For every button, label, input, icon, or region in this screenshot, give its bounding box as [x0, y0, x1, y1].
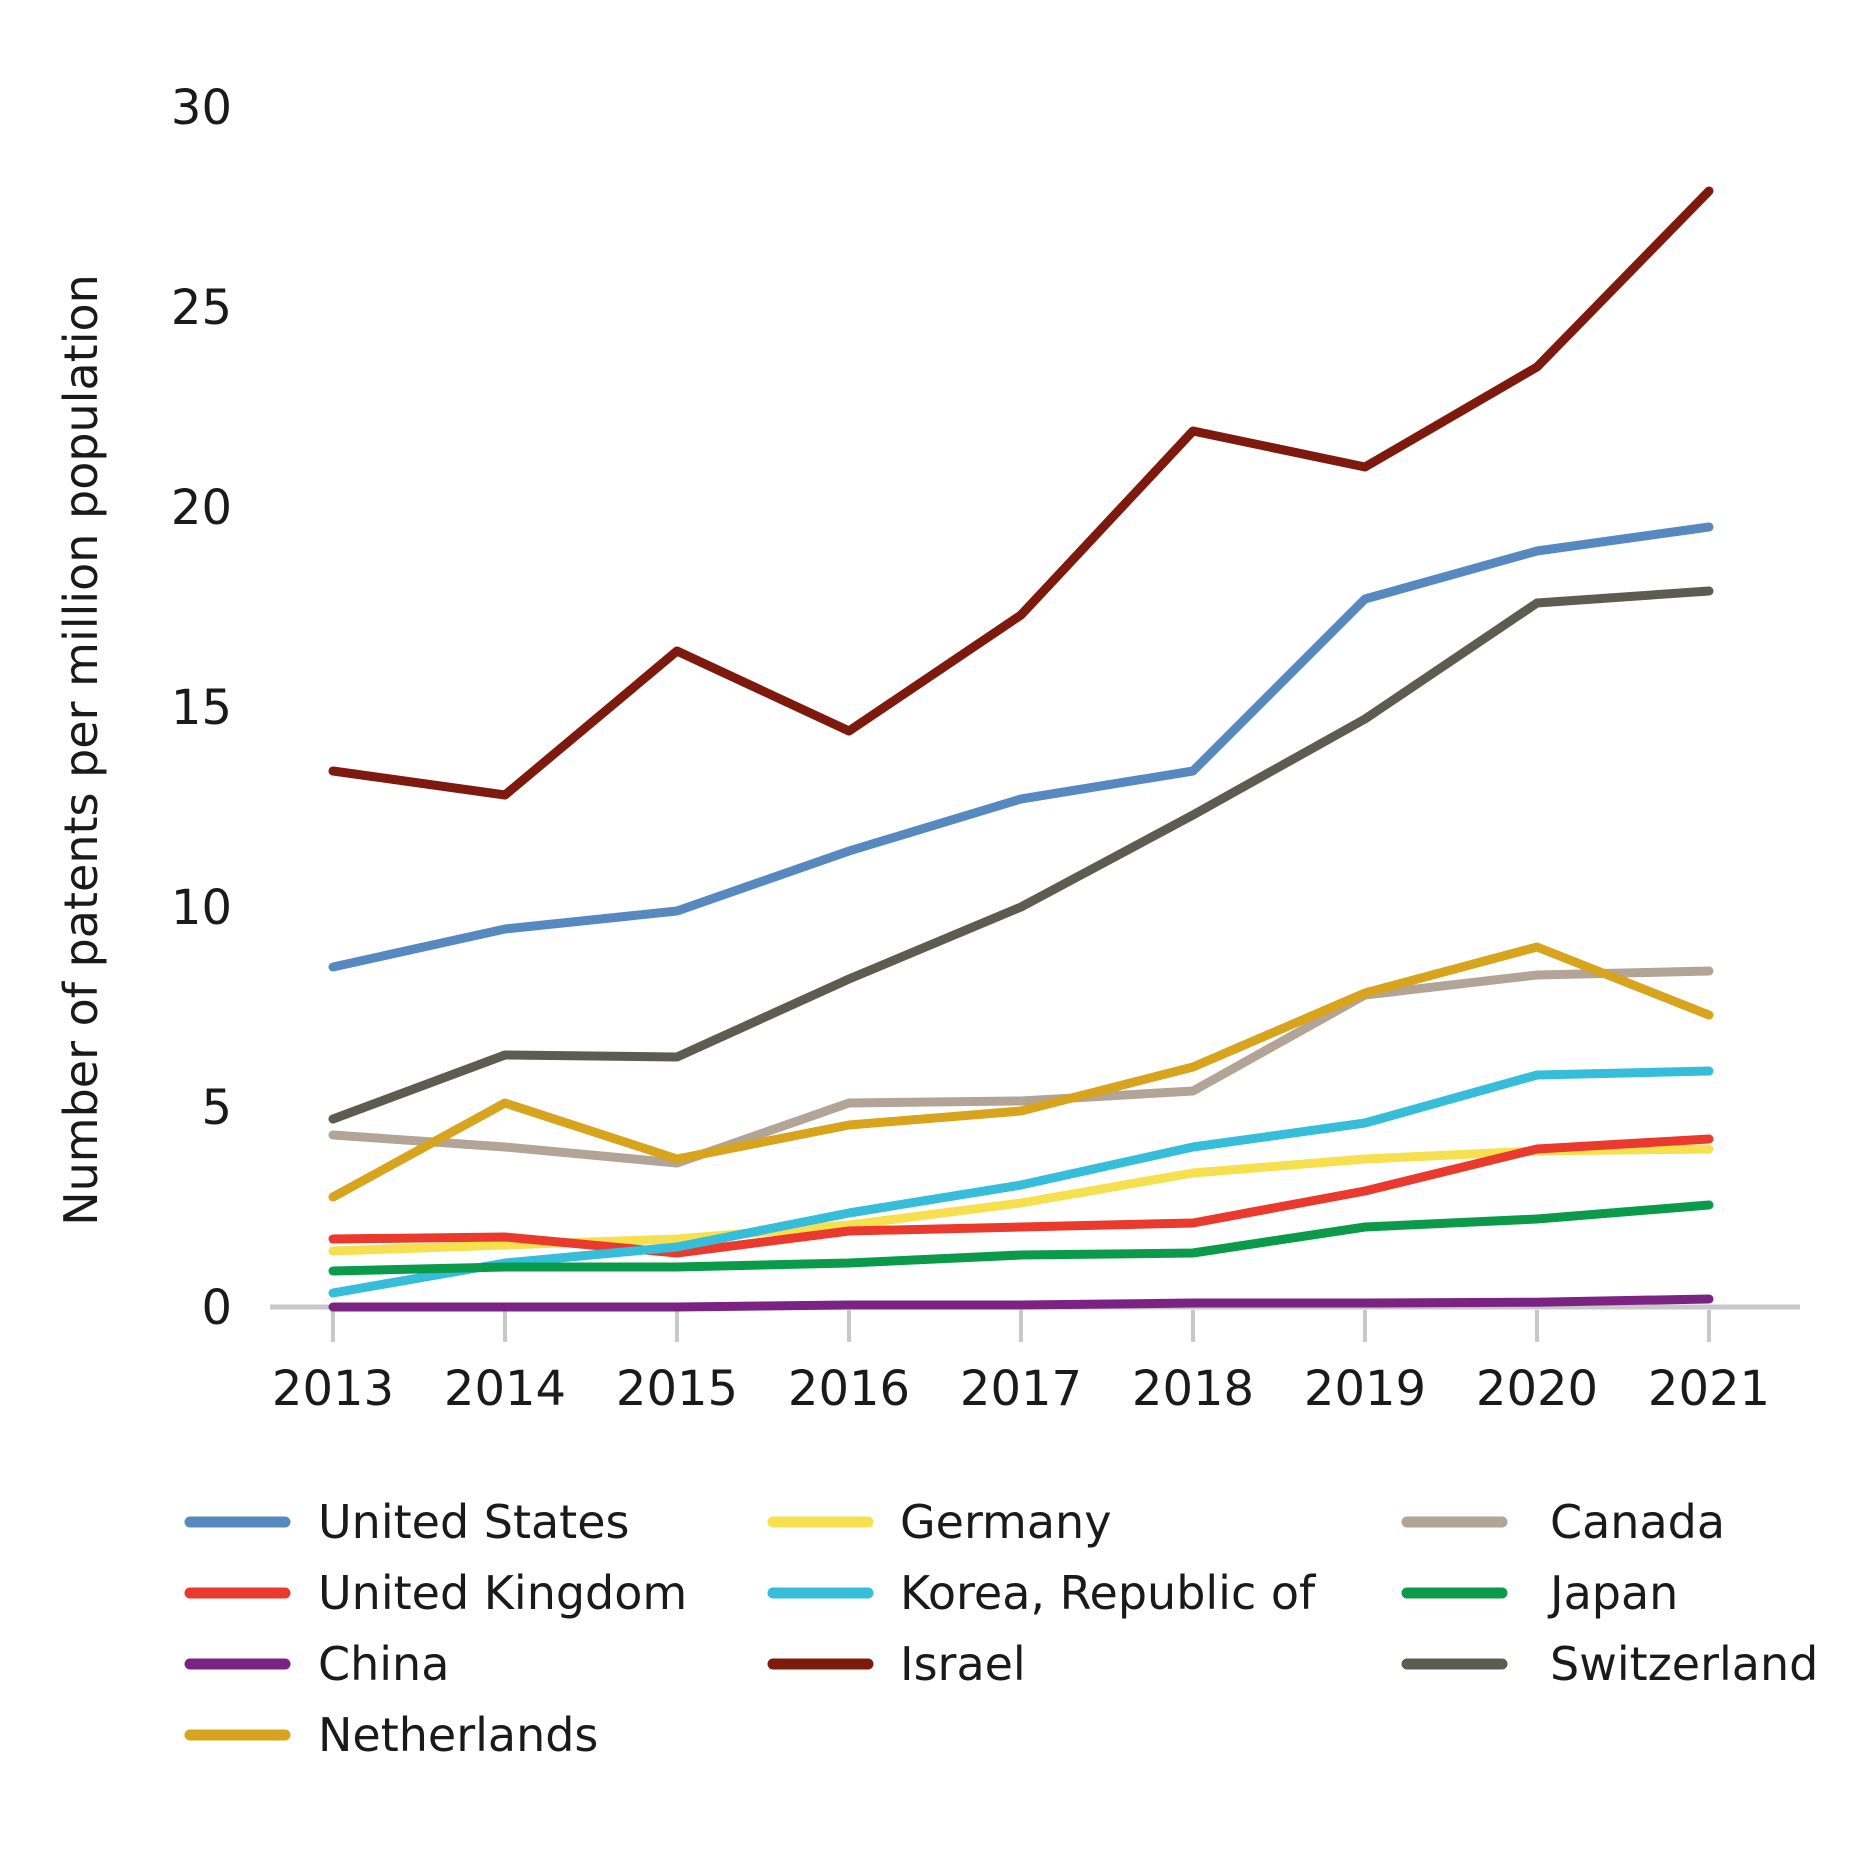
y-tick-label-20: 20 [171, 480, 232, 536]
legend-label-israel: Israel [900, 1637, 1026, 1691]
series-line-switzerland [328, 586, 1714, 1124]
legend-item-korea-republic-of: Korea, Republic of [767, 1566, 1317, 1620]
y-tick-label-25: 25 [171, 280, 232, 336]
legend-item-netherlands: Netherlands [184, 1708, 598, 1762]
legend-item-japan: Japan [1401, 1566, 1678, 1620]
legend-label-switzerland: Switzerland [1550, 1637, 1818, 1691]
legend-label-china: China [318, 1637, 449, 1691]
legend-label-canada: Canada [1550, 1495, 1725, 1549]
legend-label-korea-republic-of: Korea, Republic of [900, 1566, 1317, 1620]
series-line-japan [328, 1200, 1714, 1276]
series-line-united-kingdom [328, 1134, 1714, 1258]
legend-item-united-states: United States [184, 1495, 630, 1549]
legend-item-canada: Canada [1401, 1495, 1725, 1549]
series-line-korea-republic-of [328, 1066, 1714, 1298]
y-axis-title: Number of patents per million population [54, 274, 108, 1226]
legend-label-united-kingdom: United Kingdom [318, 1566, 687, 1620]
legend-item-israel: Israel [767, 1637, 1026, 1691]
legend-label-japan: Japan [1547, 1566, 1678, 1620]
series-line-china [328, 1294, 1714, 1312]
legend-layer: United States United Kingdom China Netherla… [184, 1495, 1818, 1762]
x-tick-label-2020: 2020 [1476, 1361, 1598, 1417]
y-tick-label-15: 15 [171, 680, 232, 736]
axes-layer: 2013 2014 2015 2016 2017 2018 2019 2020 20210510… [171, 80, 1800, 1417]
x-tick-label-2014: 2014 [444, 1361, 566, 1417]
x-tick-label-2015: 2015 [616, 1361, 738, 1417]
series-line-netherlands [328, 942, 1714, 1202]
legend-label-germany: Germany [900, 1495, 1111, 1549]
legend-label-netherlands: Netherlands [318, 1708, 598, 1762]
x-tick-label-2021: 2021 [1648, 1361, 1770, 1417]
y-tick-label-0: 0 [201, 1280, 232, 1336]
series-line-united-states [328, 522, 1714, 972]
legend-item-switzerland: Switzerland [1401, 1637, 1818, 1691]
x-tick-label-2013: 2013 [272, 1361, 394, 1417]
x-tick-label-2016: 2016 [788, 1361, 910, 1417]
legend-item-united-kingdom: United Kingdom [184, 1566, 687, 1620]
x-tick-label-2018: 2018 [1132, 1361, 1254, 1417]
x-tick-label-2019: 2019 [1304, 1361, 1426, 1417]
series-line-israel [328, 186, 1714, 800]
legend-label-united-states: United States [318, 1495, 630, 1549]
series-line-canada [328, 966, 1714, 1168]
y-tick-label-30: 30 [171, 80, 232, 136]
y-tick-label-5: 5 [201, 1080, 232, 1136]
series-layer [328, 186, 1714, 1312]
legend-item-china: China [184, 1637, 449, 1691]
y-tick-label-10: 10 [171, 880, 232, 936]
x-tick-label-2017: 2017 [960, 1361, 1082, 1417]
legend-item-germany: Germany [767, 1495, 1111, 1549]
